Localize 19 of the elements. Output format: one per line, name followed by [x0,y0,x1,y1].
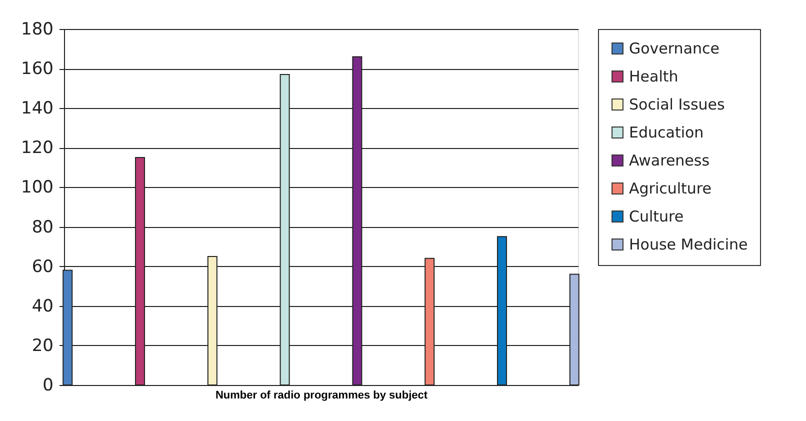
legend-label: Agriculture [629,180,712,198]
legend-label: Health [629,68,678,86]
legend-label: Education [629,124,704,142]
y-tick-label: 40 [32,296,54,316]
y-tick-label: 100 [21,178,54,198]
x-axis-title: Number of radio programmes by subject [215,390,428,402]
legend-label: House Medicine [629,236,748,254]
y-tick-label: 140 [21,98,54,119]
y-tick-label: 160 [21,59,54,80]
y-tick-label: 180 [21,20,54,40]
y-tick-label: 60 [32,256,54,277]
legend-label: Culture [629,208,684,226]
legend-label: Social Issues [629,96,726,114]
y-tick-label: 0 [42,376,54,396]
y-tick-label: 20 [32,336,54,356]
y-tick-label: 80 [32,217,54,238]
y-tick-label: 120 [21,138,54,158]
legend-label: Awareness [629,152,710,170]
legend-label: Governance [629,40,720,58]
